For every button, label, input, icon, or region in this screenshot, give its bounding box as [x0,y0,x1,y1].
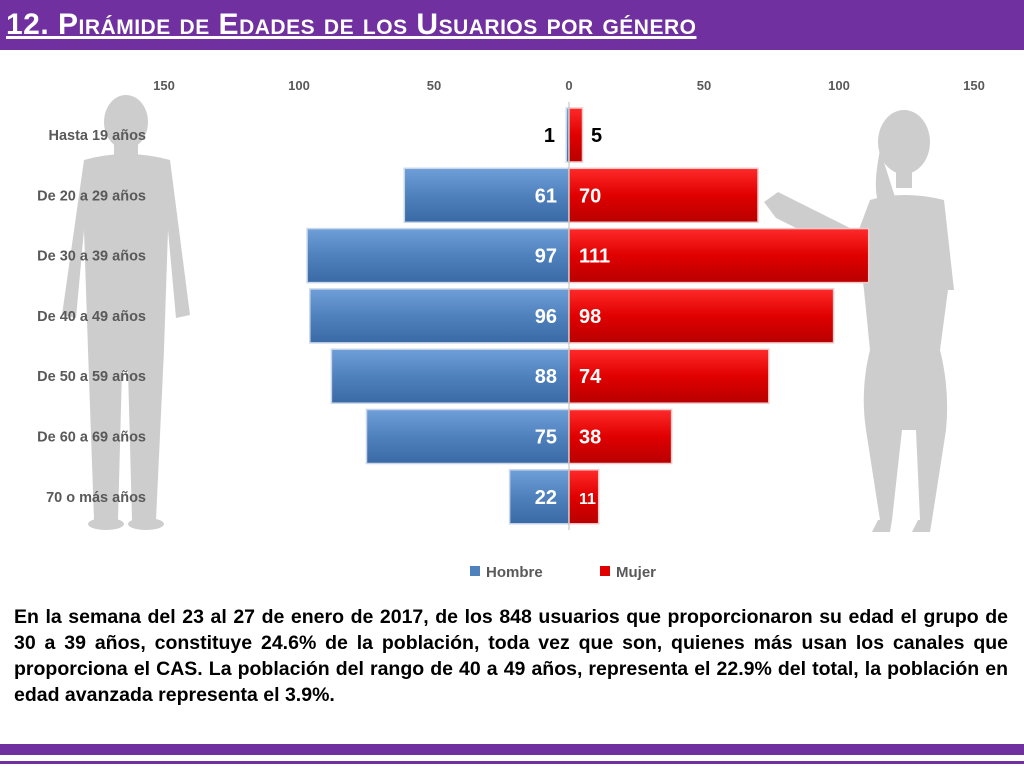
data-label-mujer: 98 [579,306,601,328]
category-label: De 50 a 59 años [37,369,146,385]
category-label: De 30 a 39 años [37,249,146,265]
category-label: De 20 a 29 años [37,188,146,204]
category-label: Hasta 19 años [48,128,146,144]
x-tick-label: 100 [828,78,850,93]
data-label-hombre: 88 [535,366,557,388]
bar-mujer [568,107,584,163]
data-label-hombre: 1 [544,125,555,147]
data-label-mujer: 70 [579,185,601,207]
bar-hombre [306,227,570,284]
x-tick-label: 50 [427,78,441,93]
data-labels: 1 5 61 70 97 111 96 98 88 74 75 38 22 11 [535,125,610,509]
data-label-mujer: 74 [579,366,602,388]
x-tick-label: 0 [565,78,572,93]
x-tick-label: 100 [288,78,310,93]
data-label-mujer: 5 [591,125,602,147]
bar-mujer [568,167,759,224]
bar-mujer [568,227,870,284]
bar-hombre [508,469,570,525]
category-label: De 60 a 69 años [37,430,146,446]
summary-paragraph: En la semana del 23 al 27 de enero de 20… [14,606,1008,706]
data-label-hombre: 22 [535,487,557,509]
data-label-mujer: 111 [579,246,610,268]
data-label-hombre: 61 [535,185,557,207]
y-axis-categories: Hasta 19 años De 20 a 29 años De 30 a 39 a… [37,128,146,506]
data-label-hombre: 96 [535,306,557,328]
data-label-hombre: 75 [535,427,557,449]
data-label-mujer: 11 [579,491,596,508]
x-tick-label: 50 [697,78,711,93]
page-title: 12. Pirámide de Edades de los Usuarios p… [6,8,697,41]
bars [306,107,870,525]
female-silhouette [764,110,954,532]
bar-mujer [568,469,600,525]
legend-swatch [470,566,480,576]
bar-hombre [309,288,570,344]
bar-mujer [568,408,673,465]
category-label: 70 o más años [46,490,146,506]
x-axis-ticks: 150 100 50 0 50 100 150 [153,78,985,93]
age-pyramid-chart: 150 100 50 0 50 100 150 Hasta 19 años De 20 a 2… [37,78,985,581]
footer-line [0,761,1024,764]
legend: Hombre Mujer [470,564,656,581]
male-silhouette [62,95,190,530]
bar-hombre [365,408,570,465]
legend-swatch [600,566,610,576]
bar-mujer [568,348,770,404]
x-tick-label: 150 [963,78,985,93]
data-label-mujer: 38 [579,427,601,449]
bar-mujer [568,288,835,344]
data-label-hombre: 97 [535,246,557,268]
bar-hombre [330,348,570,404]
header-bar: 12. Pirámide de Edades de los Usuarios p… [0,0,1024,50]
legend-label: Hombre [486,564,543,581]
category-label: De 40 a 49 años [37,309,146,325]
footer-band [0,744,1024,755]
x-tick-label: 150 [153,78,175,93]
legend-label: Mujer [616,564,656,581]
